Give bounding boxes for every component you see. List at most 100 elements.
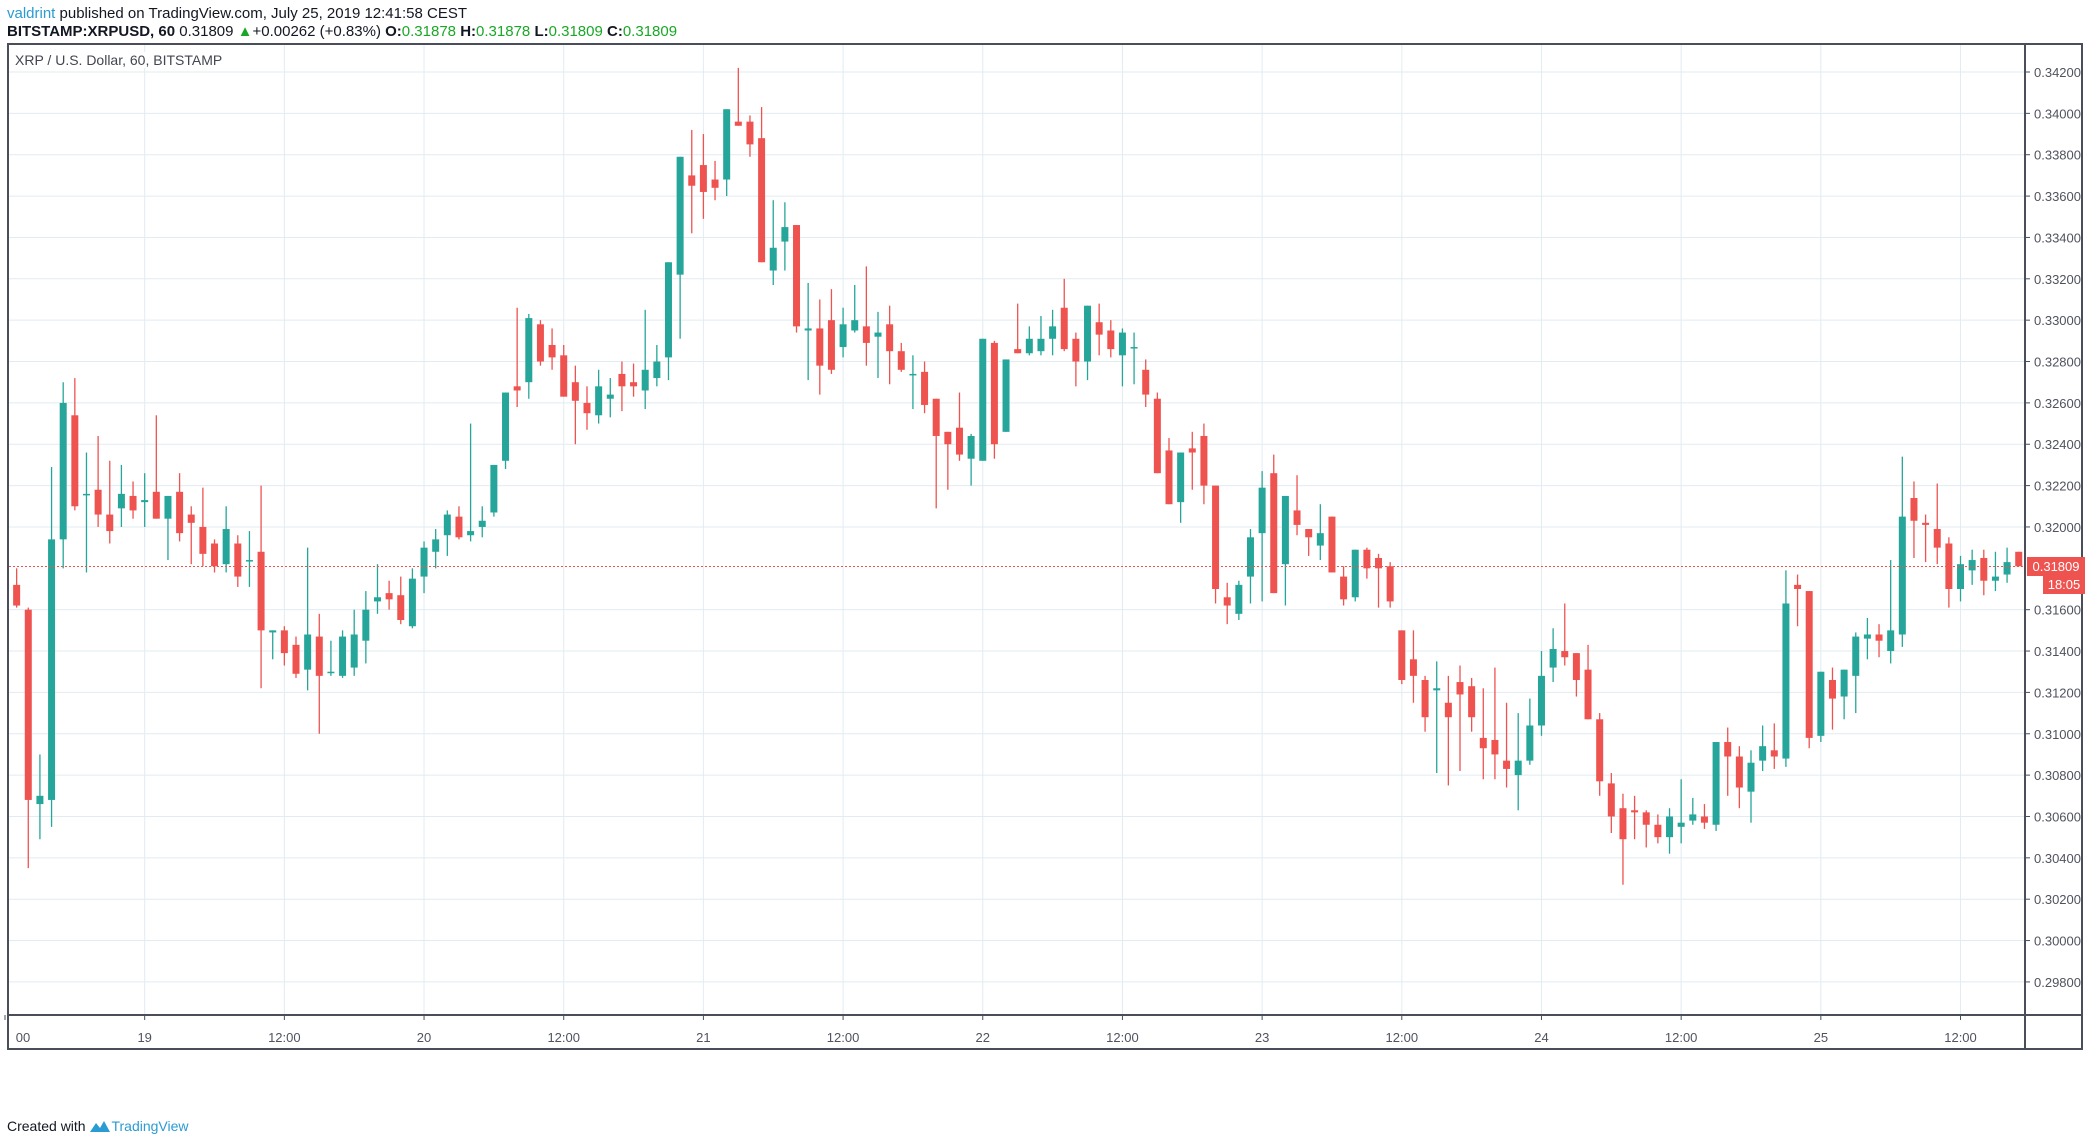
candle[interactable] (478, 506, 486, 538)
candle[interactable] (222, 506, 230, 573)
candle[interactable] (676, 156, 684, 339)
candle[interactable] (630, 363, 638, 397)
candle[interactable] (129, 481, 137, 519)
candle[interactable] (1177, 452, 1185, 523)
candle[interactable] (373, 564, 381, 614)
candle[interactable] (1421, 675, 1429, 732)
candle[interactable] (1537, 651, 1545, 736)
candle[interactable] (990, 340, 998, 459)
candle[interactable] (1584, 644, 1592, 720)
candle[interactable] (1712, 742, 1720, 831)
candle[interactable] (827, 289, 835, 374)
candle[interactable] (1025, 326, 1033, 356)
candle[interactable] (1852, 632, 1860, 714)
candle[interactable] (245, 531, 253, 587)
candle[interactable] (1503, 702, 1511, 788)
candle[interactable] (1724, 727, 1732, 796)
candle[interactable] (769, 200, 777, 286)
candle[interactable] (362, 591, 370, 664)
candle[interactable] (699, 134, 707, 219)
candle[interactable] (199, 487, 207, 567)
candle[interactable] (490, 464, 498, 517)
candle[interactable] (1363, 547, 1371, 579)
candle[interactable] (1386, 562, 1394, 608)
candle[interactable] (1759, 725, 1767, 771)
candle[interactable] (1794, 574, 1802, 627)
candle[interactable] (513, 307, 521, 408)
candle[interactable] (758, 107, 766, 263)
candle[interactable] (187, 506, 195, 565)
candle[interactable] (24, 607, 32, 869)
candle[interactable] (711, 160, 719, 201)
candle[interactable] (397, 576, 405, 625)
candle[interactable] (793, 225, 801, 333)
candle[interactable] (874, 311, 882, 379)
candle[interactable] (1922, 514, 1930, 563)
candle[interactable] (1572, 653, 1580, 697)
candle[interactable] (1980, 549, 1988, 596)
candle[interactable] (1095, 303, 1103, 356)
candle[interactable] (1910, 481, 1918, 558)
candle[interactable] (48, 466, 56, 827)
candle[interactable] (455, 506, 463, 540)
candle[interactable] (862, 266, 870, 366)
candle[interactable] (548, 328, 556, 370)
candle[interactable] (1142, 359, 1150, 408)
candle[interactable] (1805, 591, 1813, 749)
candle[interactable] (851, 285, 859, 333)
candle[interactable] (606, 378, 614, 418)
candle[interactable] (1631, 795, 1639, 840)
candle[interactable] (536, 320, 544, 366)
candle[interactable] (1596, 713, 1604, 796)
candle[interactable] (723, 109, 731, 197)
candle[interactable] (1654, 814, 1662, 844)
candle[interactable] (1642, 810, 1650, 848)
candle[interactable] (1130, 332, 1138, 385)
candle[interactable] (746, 115, 754, 157)
candle[interactable] (1898, 456, 1906, 647)
candle[interactable] (1770, 723, 1778, 769)
candle[interactable] (1817, 671, 1825, 743)
candle[interactable] (1479, 688, 1487, 780)
candle[interactable] (525, 313, 533, 399)
candle[interactable] (1258, 471, 1266, 602)
candle[interactable] (2003, 547, 2011, 583)
candle[interactable] (1107, 320, 1115, 358)
candle[interactable] (1060, 278, 1068, 352)
candle[interactable] (36, 754, 44, 840)
candle[interactable] (1188, 431, 1196, 490)
candle[interactable] (1409, 630, 1417, 703)
candle[interactable] (1968, 549, 1976, 585)
candle[interactable] (1235, 580, 1243, 621)
candle[interactable] (117, 464, 125, 527)
candle[interactable] (664, 262, 672, 381)
candle[interactable] (1444, 675, 1452, 786)
candle[interactable] (583, 386, 591, 430)
candle[interactable] (1840, 669, 1848, 720)
candle[interactable] (1957, 555, 1965, 602)
candle[interactable] (1072, 332, 1080, 387)
candle[interactable] (280, 626, 288, 666)
candle[interactable] (1666, 808, 1674, 854)
candle[interactable] (292, 636, 300, 678)
candle[interactable] (420, 541, 428, 594)
candle[interactable] (886, 305, 894, 385)
candle[interactable] (1118, 328, 1126, 387)
candle[interactable] (1223, 582, 1231, 625)
candle[interactable] (618, 361, 626, 412)
candle[interactable] (408, 568, 416, 629)
candle[interactable] (1619, 793, 1627, 885)
price-axis[interactable]: 0.34200 0.34000 0.33800 0.33600 0.33400 0.332… (2024, 43, 2081, 1048)
candle[interactable] (804, 282, 812, 381)
candle[interactable] (955, 392, 963, 461)
candle[interactable] (339, 630, 347, 678)
candle[interactable] (967, 433, 975, 486)
candle[interactable] (71, 378, 79, 511)
candle[interactable] (781, 202, 789, 271)
candle[interactable] (234, 535, 242, 587)
candle[interactable] (257, 485, 265, 689)
candle[interactable] (1375, 553, 1383, 608)
candle[interactable] (1933, 483, 1941, 565)
candle[interactable] (1084, 305, 1092, 381)
